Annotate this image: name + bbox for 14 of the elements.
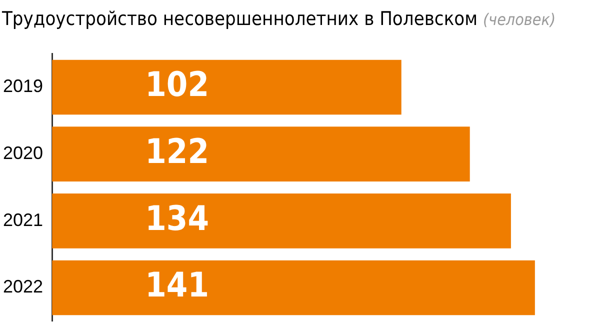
data-label: 102 [145, 65, 209, 106]
y-tick-label: 2021 [2, 210, 44, 230]
data-label: 122 [145, 132, 209, 172]
data-label: 141 [145, 266, 209, 306]
y-tick-label: 2020 [2, 143, 44, 164]
chart-subtitle: (человек) [482, 10, 556, 29]
chart-title: Трудоустройство несовершеннолетних в Полевском [2, 8, 478, 30]
bar [52, 126, 470, 182]
y-tick-label: 2022 [2, 276, 44, 297]
data-label: 134 [145, 198, 209, 239]
bar [52, 194, 511, 248]
bar [52, 260, 535, 316]
y-tick-label: 2019 [2, 76, 44, 96]
bar [52, 60, 402, 115]
